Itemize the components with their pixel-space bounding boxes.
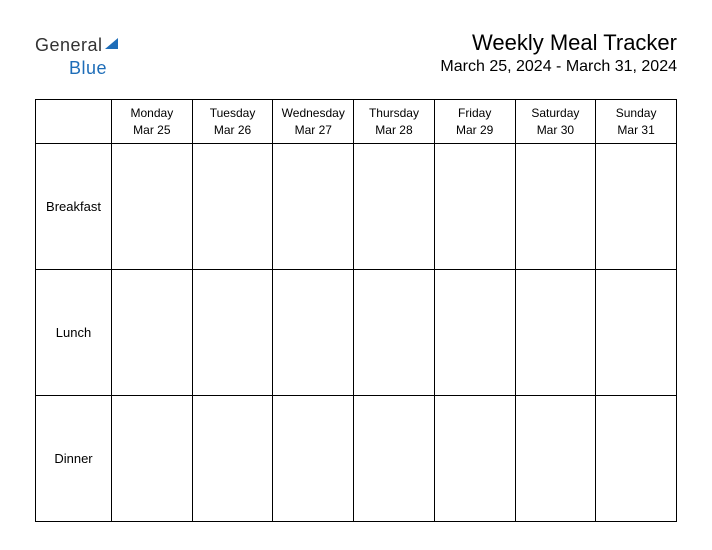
meal-cell [192, 144, 273, 270]
day-header: Friday Mar 29 [434, 100, 515, 144]
meal-label: Dinner [36, 396, 112, 522]
meal-cell [596, 396, 677, 522]
meal-cell [273, 270, 354, 396]
meal-label: Breakfast [36, 144, 112, 270]
table-row: Breakfast [36, 144, 677, 270]
meal-label: Lunch [36, 270, 112, 396]
day-date: Mar 31 [598, 122, 674, 139]
day-date: Mar 29 [437, 122, 513, 139]
logo-text-blue: Blue [69, 58, 107, 78]
logo: General [35, 35, 121, 56]
meal-cell [273, 144, 354, 270]
day-header: Saturday Mar 30 [515, 100, 596, 144]
table-row: Lunch [36, 270, 677, 396]
meal-cell [354, 144, 435, 270]
meal-cell [515, 270, 596, 396]
day-header: Tuesday Mar 26 [192, 100, 273, 144]
page-title: Weekly Meal Tracker [440, 30, 677, 56]
meal-cell [112, 270, 193, 396]
day-name: Sunday [598, 105, 674, 122]
day-date: Mar 26 [195, 122, 271, 139]
meal-cell [515, 396, 596, 522]
day-name: Friday [437, 105, 513, 122]
table-row: Dinner [36, 396, 677, 522]
meal-cell [434, 144, 515, 270]
day-date: Mar 28 [356, 122, 432, 139]
meal-cell [596, 270, 677, 396]
meal-cell [273, 396, 354, 522]
day-name: Tuesday [195, 105, 271, 122]
meal-tracker-table: Monday Mar 25 Tuesday Mar 26 Wednesday M… [35, 99, 677, 522]
day-name: Monday [114, 105, 190, 122]
logo-blue-row: Blue [67, 58, 709, 79]
meal-cell [192, 270, 273, 396]
meal-cell [596, 144, 677, 270]
meal-cell [354, 396, 435, 522]
meal-cell [515, 144, 596, 270]
day-header: Wednesday Mar 27 [273, 100, 354, 144]
logo-triangle-icon [105, 36, 121, 55]
logo-text-general: General [35, 35, 103, 56]
table-header-row: Monday Mar 25 Tuesday Mar 26 Wednesday M… [36, 100, 677, 144]
day-date: Mar 25 [114, 122, 190, 139]
day-date: Mar 27 [275, 122, 351, 139]
meal-cell [434, 270, 515, 396]
day-name: Saturday [518, 105, 594, 122]
day-name: Wednesday [275, 105, 351, 122]
day-date: Mar 30 [518, 122, 594, 139]
meal-cell [354, 270, 435, 396]
day-header: Monday Mar 25 [112, 100, 193, 144]
meal-cell [112, 396, 193, 522]
day-header: Thursday Mar 28 [354, 100, 435, 144]
meal-cell [434, 396, 515, 522]
meal-cell [192, 396, 273, 522]
day-name: Thursday [356, 105, 432, 122]
table-corner-cell [36, 100, 112, 144]
meal-cell [112, 144, 193, 270]
day-header: Sunday Mar 31 [596, 100, 677, 144]
